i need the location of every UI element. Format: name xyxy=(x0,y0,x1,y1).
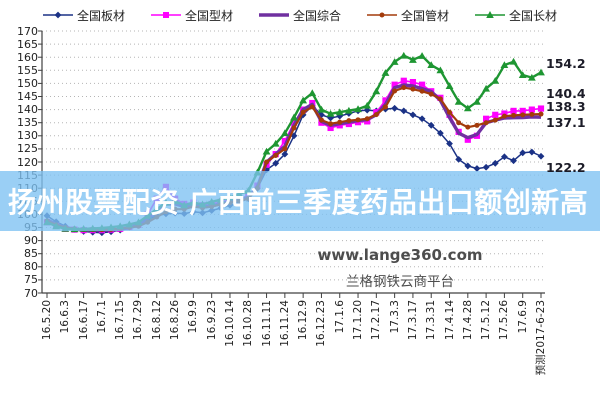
legend-item-全国综合: 全国综合 xyxy=(258,7,341,24)
legend-marker-none-icon xyxy=(258,13,289,17)
legend-marker-diamond-icon xyxy=(42,11,73,19)
y-tick-label: 170 xyxy=(17,24,38,38)
y-tick-label: 160 xyxy=(17,50,38,64)
y-tick-label: 125 xyxy=(17,142,38,156)
end-value-label-全国长材: 154.2 xyxy=(546,56,586,72)
legend-label: 全国管材 xyxy=(401,8,450,23)
y-tick-label: 90 xyxy=(24,234,38,248)
end-value-label-全国管材: 138.3 xyxy=(546,99,586,115)
legend-label: 全国板材 xyxy=(76,8,125,23)
legend-marker-square-icon xyxy=(150,12,181,18)
end-value-label-全国综合: 137.1 xyxy=(546,115,586,131)
end-value-label-全国型材: 140.4 xyxy=(546,85,586,101)
legend-item-全国长材: 全国长材 xyxy=(475,7,557,24)
overlay-spam-banner-text: 扬州股票配资 广西前三季度药品出口额创新高 xyxy=(8,186,589,219)
watermark-platform-name: 兰格钢铁云商平台 xyxy=(346,274,454,290)
legend-marker-triangle-icon xyxy=(475,11,506,18)
legend-item-全国板材: 全国板材 xyxy=(42,7,125,24)
y-tick-label: 75 xyxy=(24,273,38,287)
legend-label: 全国综合 xyxy=(292,8,341,23)
watermark-url: www.lange360.com xyxy=(317,246,483,264)
legend-marker-circle-icon xyxy=(367,12,397,18)
overlay-spam-banner: 扬州股票配资 广西前三季度药品出口额创新高 xyxy=(0,171,600,231)
y-tick-label: 130 xyxy=(17,129,38,143)
legend-label: 全国型材 xyxy=(184,8,233,23)
y-tick-label: 165 xyxy=(17,37,38,51)
y-tick-label: 70 xyxy=(24,286,38,300)
y-tick-label: 80 xyxy=(24,260,38,274)
legend: 全国板材 全国型材 全国综合 全国管材 全国长材 xyxy=(0,4,600,26)
legend-label: 全国长材 xyxy=(509,8,558,23)
legend-item-全国型材: 全国型材 xyxy=(150,7,233,24)
end-value-label-全国板材: 122.2 xyxy=(546,160,586,176)
y-tick-label: 150 xyxy=(17,76,38,90)
y-tick-label: 85 xyxy=(24,247,38,261)
y-tick-label: 140 xyxy=(17,103,38,117)
y-tick-label: 120 xyxy=(17,155,38,169)
y-tick-label: 155 xyxy=(17,63,38,77)
legend-item-全国管材: 全国管材 xyxy=(367,7,449,24)
y-tick-label: 145 xyxy=(17,90,38,103)
y-tick-label: 135 xyxy=(17,116,38,130)
